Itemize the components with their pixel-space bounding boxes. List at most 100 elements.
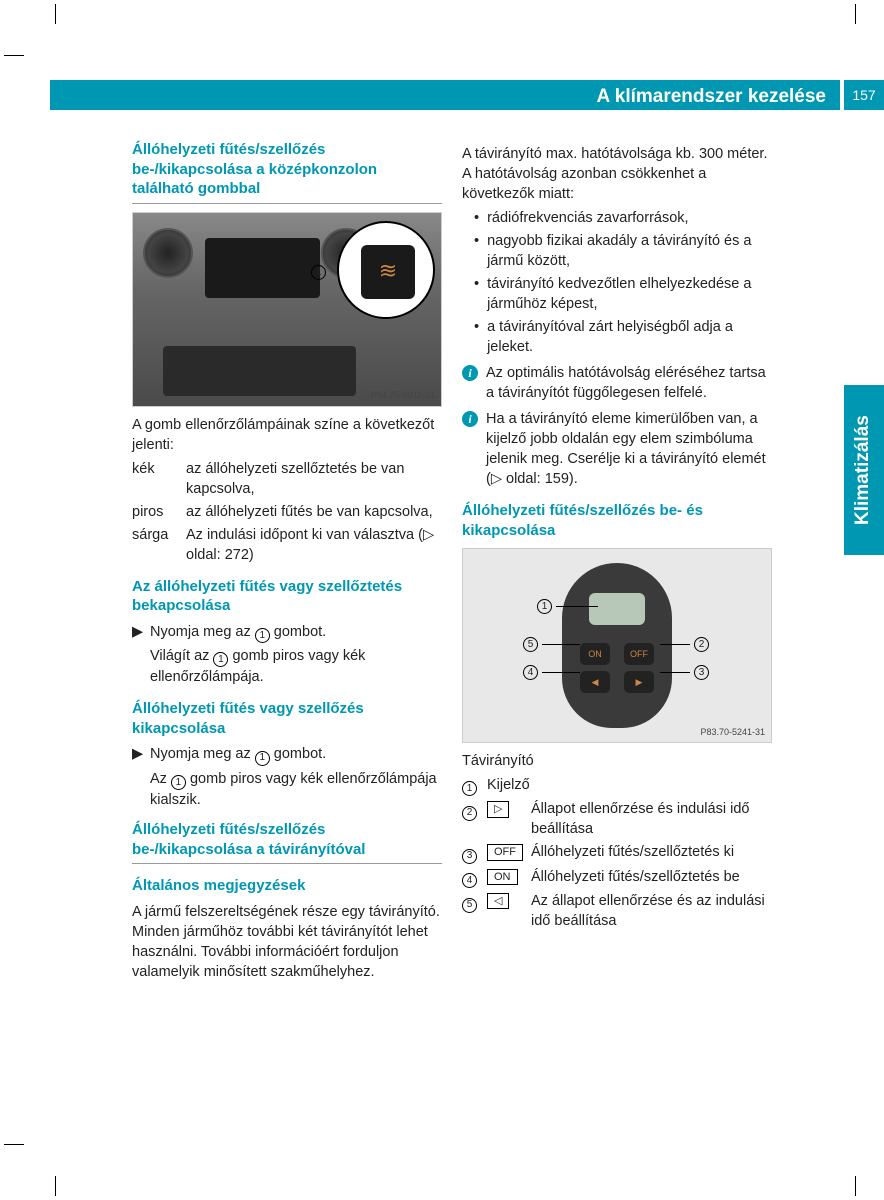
bullet-marker: •	[474, 274, 479, 314]
left-column: Állóhelyzeti fűtés/szellőzés be-/kikapcs…	[132, 140, 442, 986]
sub-heading: Általános megjegyzések	[132, 876, 442, 896]
info-note: i Ha a távirányító eleme kimerülőben van…	[462, 409, 772, 489]
legend-key: OFF	[487, 842, 521, 862]
legend-number: 3	[462, 842, 477, 863]
bullet-text: a távirányítóval zárt helyiségből adja a…	[487, 317, 772, 357]
page-number: 157	[844, 80, 884, 110]
callout-label-1: 1	[311, 259, 326, 280]
crop-mark	[855, 1176, 856, 1196]
step-marker: ▶	[132, 622, 144, 643]
remote-left-button-icon: ◀	[580, 671, 610, 693]
legend-item: 5 ◁ Az állapot ellenőrzése és az indulás…	[462, 891, 772, 931]
definition-row: piros az állóhelyzeti fűtés be van kapcs…	[132, 502, 442, 522]
callout-label-4: 4	[523, 665, 580, 680]
sub-heading: Az állóhelyzeti fűtés vagy szellőztetés …	[132, 577, 442, 616]
callout-circle: 1 ≋	[337, 221, 435, 319]
crop-mark	[855, 4, 856, 24]
bullet-text: nagyobb fizikai akadály a távirányító és…	[487, 231, 772, 271]
definition-row: sárga Az indulási időpont ki van választ…	[132, 525, 442, 565]
remote-illustration: ON OFF ◀ ▶ 1 2 3 4 5	[463, 549, 771, 742]
remote-right-button-icon: ▶	[624, 671, 654, 693]
side-tab: Klimatizálás	[844, 385, 884, 555]
legend-item: 1 Kijelző	[462, 775, 772, 796]
callout-label-1: 1	[537, 599, 598, 614]
text-fragment: gombot.	[270, 624, 326, 640]
legend-item: 2 ▷ Állapot ellenőrzése és indulási idő …	[462, 799, 772, 839]
crop-mark	[55, 4, 56, 24]
climate-controls	[163, 346, 356, 396]
content-area: Állóhelyzeti fűtés/szellőzés be-/kikapcs…	[132, 140, 772, 986]
legend-item: 4 ON Állóhelyzeti fűtés/szellőztetés be	[462, 867, 772, 888]
info-icon: i	[462, 365, 478, 381]
legend-text: Állóhelyzeti fűtés/szellőztetés ki	[531, 842, 772, 862]
bullet-marker: •	[474, 317, 479, 357]
paragraph: A távirányító max. hatótávolsága kb. 300…	[462, 144, 772, 204]
step: ▶ Nyomja meg az 1 gombot.	[132, 622, 442, 643]
crop-mark	[4, 55, 24, 56]
step-continuation: Világít az 1 gomb piros vagy kék ellenőr…	[132, 646, 442, 687]
legend-text: Az állapot ellenőrzése és az indulási id…	[531, 891, 772, 931]
fan-heat-icon: ≋	[379, 256, 397, 286]
step-continuation: Az 1 gomb piros vagy kék ellenőrzőlámpáj…	[132, 769, 442, 810]
bullet-text: távirányító kedvezőtlen elhelyezkedése a…	[487, 274, 772, 314]
legend-number: 4	[462, 867, 477, 888]
remote-on-button-icon: ON	[580, 643, 610, 665]
text-fragment: Nyomja meg az	[150, 624, 255, 640]
text-fragment: Nyomja meg az	[150, 746, 255, 762]
figure-reference: P54.25-8911-31	[371, 389, 435, 401]
list-item: •a távirányítóval zárt helyiségből adja …	[462, 317, 772, 357]
info-icon: i	[462, 411, 478, 427]
callout-label-5: 5	[523, 637, 580, 652]
list-item: •távirányító kedvezőtlen elhelyezkedése …	[462, 274, 772, 314]
figure-dashboard: 1 ≋ P54.25-8911-31	[132, 212, 442, 407]
figure-remote: ON OFF ◀ ▶ 1 2 3 4 5 P83.70-5241-31	[462, 548, 772, 743]
legend-text: Állapot ellenőrzése és indulási idő beál…	[531, 799, 772, 839]
ref-number-1: 1	[171, 775, 186, 790]
crop-mark	[55, 1176, 56, 1196]
bullet-marker: •	[474, 208, 479, 228]
ref-number-1: 1	[255, 628, 270, 643]
legend-text: Kijelző	[487, 775, 772, 795]
sub-heading: Állóhelyzeti fűtés vagy szellőzés kikapc…	[132, 699, 442, 738]
legend-key: ◁	[487, 891, 521, 911]
page-header: A klímarendszer kezelése 157	[50, 80, 884, 110]
callout-label-3: 3	[660, 665, 709, 680]
paragraph: A gomb ellenőrzőlámpáinak színe a követk…	[132, 415, 442, 455]
ref-number-1: 1	[255, 751, 270, 766]
def-key: piros	[132, 502, 176, 522]
callout-label-2: 2	[660, 637, 709, 652]
legend-number: 1	[462, 775, 477, 796]
legend-item: 3 OFF Állóhelyzeti fűtés/szellőztetés ki	[462, 842, 772, 863]
step: ▶ Nyomja meg az 1 gombot.	[132, 744, 442, 765]
definition-row: kék az állóhelyzeti szellőztetés be van …	[132, 459, 442, 499]
bullet-text: rádiófrekvenciás zavarforrások,	[487, 208, 772, 228]
list-item: • rádiófrekvenciás zavarforrások,	[462, 208, 772, 228]
section-heading: Állóhelyzeti fűtés/szellőzés be-/kikapcs…	[132, 820, 442, 864]
section-heading: Állóhelyzeti fűtés/szellőzés be-/kikapcs…	[132, 140, 442, 204]
legend-key: ON	[487, 867, 521, 887]
text-fragment: gomb piros vagy kék ellenőrzőlámpája kia…	[150, 771, 437, 808]
def-key: sárga	[132, 525, 176, 565]
info-note: i Az optimális hatótávolság eléréséhez t…	[462, 363, 772, 403]
dashboard-illustration: 1 ≋	[133, 213, 441, 406]
right-column: A távirányító max. hatótávolsága kb. 300…	[462, 140, 772, 986]
air-vent-icon	[143, 228, 193, 278]
list-item: •nagyobb fizikai akadály a távirányító é…	[462, 231, 772, 271]
paragraph: A jármű felszereltségének része egy távi…	[132, 902, 442, 982]
def-value: Az indulási időpont ki van választva (▷ …	[186, 525, 442, 565]
legend-number: 2	[462, 799, 477, 820]
def-value: az állóhelyzeti fűtés be van kapcsolva,	[186, 502, 442, 522]
legend-key: ▷	[487, 799, 521, 819]
aux-heat-button-icon: ≋	[361, 245, 415, 299]
figure-reference: P83.70-5241-31	[700, 726, 765, 738]
bullet-marker: •	[474, 231, 479, 271]
ref-number-1: 1	[213, 652, 228, 667]
step-text: Nyomja meg az 1 gombot.	[150, 622, 442, 643]
legend-text: Állóhelyzeti fűtés/szellőztetés be	[531, 867, 772, 887]
info-text: Ha a távirányító eleme kimerülőben van, …	[486, 409, 772, 489]
step-text: Nyomja meg az 1 gombot.	[150, 744, 442, 765]
legend-number: 5	[462, 891, 477, 912]
text-fragment: Világít az	[150, 648, 213, 664]
center-console	[205, 238, 320, 298]
info-text: Az optimális hatótávolság eléréséhez tar…	[486, 363, 772, 403]
